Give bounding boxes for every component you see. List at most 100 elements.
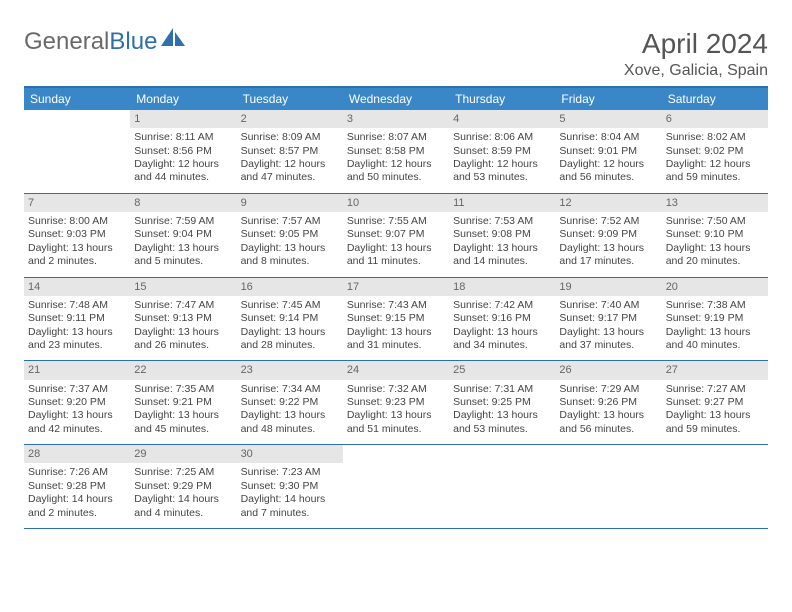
day-cell: 15Sunrise: 7:47 AMSunset: 9:13 PMDayligh…: [130, 278, 236, 361]
daylight2-text: and 28 minutes.: [241, 339, 339, 352]
sunset-text: Sunset: 9:10 PM: [666, 228, 764, 241]
day-number: 22: [130, 361, 236, 379]
weeks-container: 1Sunrise: 8:11 AMSunset: 8:56 PMDaylight…: [24, 110, 768, 529]
daylight1-text: Daylight: 12 hours: [559, 158, 657, 171]
day-cell: 25Sunrise: 7:31 AMSunset: 9:25 PMDayligh…: [449, 361, 555, 444]
sunrise-text: Sunrise: 8:11 AM: [134, 131, 232, 144]
daylight1-text: Daylight: 12 hours: [241, 158, 339, 171]
sunset-text: Sunset: 8:59 PM: [453, 145, 551, 158]
day-cell: 2Sunrise: 8:09 AMSunset: 8:57 PMDaylight…: [237, 110, 343, 193]
day-cell: 22Sunrise: 7:35 AMSunset: 9:21 PMDayligh…: [130, 361, 236, 444]
day-number: 16: [237, 278, 343, 296]
daylight1-text: Daylight: 12 hours: [347, 158, 445, 171]
daylight2-text: and 53 minutes.: [453, 423, 551, 436]
sunrise-text: Sunrise: 7:25 AM: [134, 466, 232, 479]
sunset-text: Sunset: 9:04 PM: [134, 228, 232, 241]
day-cell: 10Sunrise: 7:55 AMSunset: 9:07 PMDayligh…: [343, 194, 449, 277]
day-cell: 18Sunrise: 7:42 AMSunset: 9:16 PMDayligh…: [449, 278, 555, 361]
day-header: Wednesday: [343, 88, 449, 110]
daylight2-text: and 2 minutes.: [28, 255, 126, 268]
sail-icon: [161, 27, 187, 55]
daylight2-text: and 11 minutes.: [347, 255, 445, 268]
daylight2-text: and 48 minutes.: [241, 423, 339, 436]
daylight1-text: Daylight: 13 hours: [28, 242, 126, 255]
daylight2-text: and 34 minutes.: [453, 339, 551, 352]
daylight1-text: Daylight: 13 hours: [453, 409, 551, 422]
sunset-text: Sunset: 9:09 PM: [559, 228, 657, 241]
sunset-text: Sunset: 8:58 PM: [347, 145, 445, 158]
daylight2-text: and 42 minutes.: [28, 423, 126, 436]
daylight2-text: and 7 minutes.: [241, 507, 339, 520]
page-header: GeneralBlue April 2024 Xove, Galicia, Sp…: [24, 28, 768, 80]
day-header-row: Sunday Monday Tuesday Wednesday Thursday…: [24, 88, 768, 110]
sunset-text: Sunset: 9:03 PM: [28, 228, 126, 241]
day-cell: 4Sunrise: 8:06 AMSunset: 8:59 PMDaylight…: [449, 110, 555, 193]
sunrise-text: Sunrise: 7:35 AM: [134, 383, 232, 396]
sunrise-text: Sunrise: 7:38 AM: [666, 299, 764, 312]
daylight1-text: Daylight: 13 hours: [453, 326, 551, 339]
day-cell: 12Sunrise: 7:52 AMSunset: 9:09 PMDayligh…: [555, 194, 661, 277]
daylight1-text: Daylight: 12 hours: [134, 158, 232, 171]
day-number: 10: [343, 194, 449, 212]
sunset-text: Sunset: 9:11 PM: [28, 312, 126, 325]
sunset-text: Sunset: 9:08 PM: [453, 228, 551, 241]
daylight2-text: and 23 minutes.: [28, 339, 126, 352]
logo-text-gray: General: [24, 28, 109, 56]
daylight2-text: and 26 minutes.: [134, 339, 232, 352]
day-cell: 28Sunrise: 7:26 AMSunset: 9:28 PMDayligh…: [24, 445, 130, 528]
day-number: 15: [130, 278, 236, 296]
daylight1-text: Daylight: 12 hours: [666, 158, 764, 171]
day-number: 24: [343, 361, 449, 379]
daylight2-text: and 59 minutes.: [666, 171, 764, 184]
day-cell: [343, 445, 449, 528]
sunrise-text: Sunrise: 7:26 AM: [28, 466, 126, 479]
day-number: 21: [24, 361, 130, 379]
daylight2-text: and 47 minutes.: [241, 171, 339, 184]
sunset-text: Sunset: 8:56 PM: [134, 145, 232, 158]
day-cell: 8Sunrise: 7:59 AMSunset: 9:04 PMDaylight…: [130, 194, 236, 277]
week-row: 21Sunrise: 7:37 AMSunset: 9:20 PMDayligh…: [24, 361, 768, 445]
sunrise-text: Sunrise: 7:37 AM: [28, 383, 126, 396]
day-number: 25: [449, 361, 555, 379]
sunset-text: Sunset: 9:19 PM: [666, 312, 764, 325]
sunrise-text: Sunrise: 7:59 AM: [134, 215, 232, 228]
day-number: 7: [24, 194, 130, 212]
day-cell: 14Sunrise: 7:48 AMSunset: 9:11 PMDayligh…: [24, 278, 130, 361]
sunset-text: Sunset: 9:14 PM: [241, 312, 339, 325]
day-cell: 23Sunrise: 7:34 AMSunset: 9:22 PMDayligh…: [237, 361, 343, 444]
daylight1-text: Daylight: 13 hours: [666, 409, 764, 422]
logo: GeneralBlue: [24, 28, 187, 56]
sunrise-text: Sunrise: 8:09 AM: [241, 131, 339, 144]
day-header: Friday: [555, 88, 661, 110]
sunset-text: Sunset: 9:23 PM: [347, 396, 445, 409]
day-cell: 9Sunrise: 7:57 AMSunset: 9:05 PMDaylight…: [237, 194, 343, 277]
sunset-text: Sunset: 9:05 PM: [241, 228, 339, 241]
daylight2-text: and 45 minutes.: [134, 423, 232, 436]
week-row: 1Sunrise: 8:11 AMSunset: 8:56 PMDaylight…: [24, 110, 768, 194]
day-cell: 16Sunrise: 7:45 AMSunset: 9:14 PMDayligh…: [237, 278, 343, 361]
page-title: April 2024: [624, 28, 768, 60]
sunrise-text: Sunrise: 8:04 AM: [559, 131, 657, 144]
daylight1-text: Daylight: 13 hours: [28, 326, 126, 339]
sunset-text: Sunset: 9:22 PM: [241, 396, 339, 409]
day-cell: 17Sunrise: 7:43 AMSunset: 9:15 PMDayligh…: [343, 278, 449, 361]
daylight2-text: and 50 minutes.: [347, 171, 445, 184]
title-block: April 2024 Xove, Galicia, Spain: [624, 28, 768, 80]
day-cell: 27Sunrise: 7:27 AMSunset: 9:27 PMDayligh…: [662, 361, 768, 444]
day-cell: 6Sunrise: 8:02 AMSunset: 9:02 PMDaylight…: [662, 110, 768, 193]
daylight2-text: and 8 minutes.: [241, 255, 339, 268]
day-cell: [449, 445, 555, 528]
day-cell: 5Sunrise: 8:04 AMSunset: 9:01 PMDaylight…: [555, 110, 661, 193]
sunset-text: Sunset: 9:28 PM: [28, 480, 126, 493]
day-header: Monday: [130, 88, 236, 110]
daylight1-text: Daylight: 13 hours: [241, 326, 339, 339]
sunrise-text: Sunrise: 7:50 AM: [666, 215, 764, 228]
day-header: Saturday: [662, 88, 768, 110]
sunset-text: Sunset: 9:02 PM: [666, 145, 764, 158]
daylight1-text: Daylight: 13 hours: [453, 242, 551, 255]
daylight1-text: Daylight: 13 hours: [666, 326, 764, 339]
daylight2-text: and 4 minutes.: [134, 507, 232, 520]
day-cell: 3Sunrise: 8:07 AMSunset: 8:58 PMDaylight…: [343, 110, 449, 193]
daylight1-text: Daylight: 13 hours: [347, 409, 445, 422]
day-number: 1: [130, 110, 236, 128]
